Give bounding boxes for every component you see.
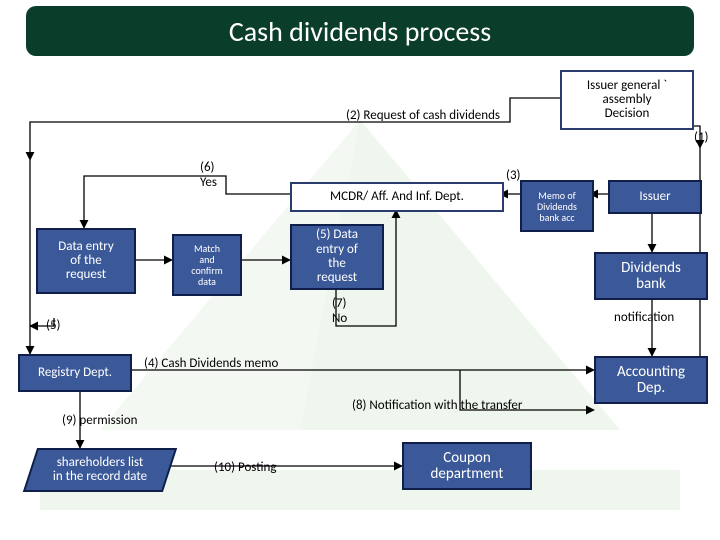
label-lnotif: notification [614, 310, 674, 325]
title-bar: Cash dividends process [26, 6, 694, 56]
label-l10: (10) Posting [214, 460, 276, 475]
label-l9: (9) permission [62, 413, 137, 428]
label-l4: (4) Cash Dividends memo [144, 356, 278, 371]
node-data_entry_l: Data entry of the request [36, 228, 136, 294]
label-l6: (6) Yes [200, 160, 217, 190]
node-issuer: Issuer [608, 180, 702, 214]
node-registry: Registry Dept. [18, 354, 132, 392]
label-l1: (1) [694, 130, 708, 145]
label-l8: (8) Notification with the transfer [352, 398, 522, 413]
label-l5: (5) [46, 318, 60, 333]
edge-7 [84, 176, 290, 228]
node-shareholders-label: shareholders list in the record date [53, 456, 147, 485]
node-issuer_ga: Issuer general ` assembly Decision [560, 70, 694, 130]
node-shareholders: shareholders list in the record date [23, 448, 177, 492]
node-memo_bank: Memo of Dividends bank acc [520, 180, 594, 232]
node-match: Match and confirm data [172, 234, 242, 296]
label-l3: (3) [506, 168, 520, 183]
node-coupon: Coupon department [402, 442, 532, 490]
node-div_bank: Dividends bank [594, 252, 708, 300]
page-title: Cash dividends process [229, 14, 491, 49]
node-data_entry_5: (5) Data entry of the request [290, 224, 384, 290]
node-accounting: Accounting Dep. [594, 356, 708, 404]
label-l2: (2) Request of cash dividends [346, 108, 500, 123]
node-mcdr: MCDR/ Aff. And Inf. Dept. [290, 182, 504, 212]
label-l7: (7) No [332, 296, 347, 326]
